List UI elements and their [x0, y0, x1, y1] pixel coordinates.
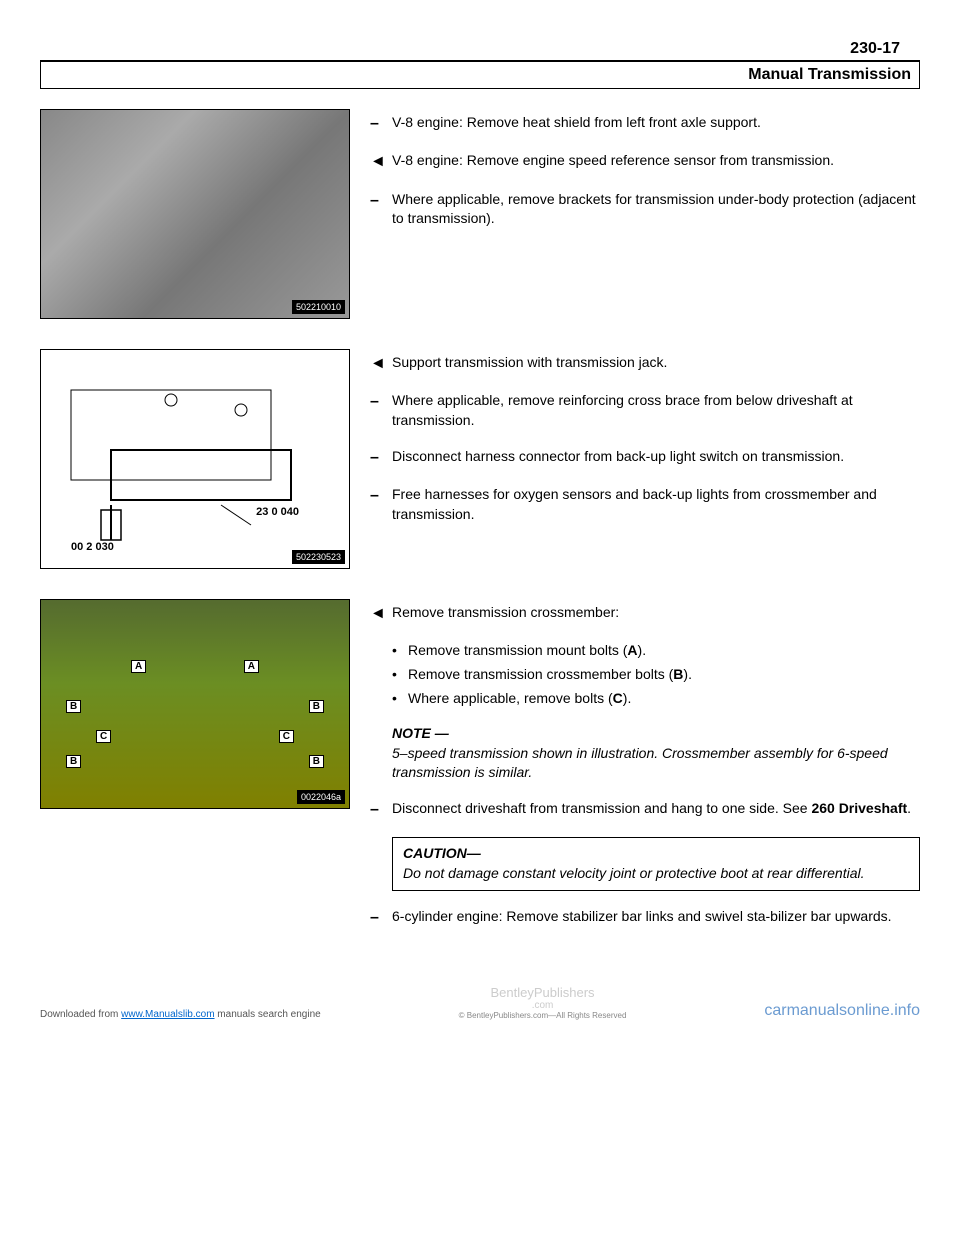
- caution-title: CAUTION—: [403, 844, 909, 864]
- dash-marker: –: [370, 485, 392, 524]
- footer-right[interactable]: carmanualsonline.info: [764, 1002, 920, 1020]
- bullet-text: Remove transmission mount bolts (A).: [408, 641, 646, 661]
- copyright-text: © BentleyPublishers.com—All Rights Reser…: [321, 1011, 765, 1020]
- step-text: 6-cylinder engine: Remove stabilizer bar…: [392, 907, 920, 929]
- caution-box: CAUTION— Do not damage constant velocity…: [392, 837, 920, 890]
- bullet-dot: •: [392, 665, 408, 685]
- transmission-jack-svg: [41, 350, 351, 570]
- dash-marker: –: [370, 907, 392, 929]
- content-row-2: 23 0 040 00 2 030 502230523 ◄ Support tr…: [40, 349, 920, 569]
- page-footer: Downloaded from www.Manualslib.com manua…: [40, 985, 920, 1020]
- bold-text: B: [673, 666, 683, 682]
- note-title: NOTE —: [392, 724, 920, 744]
- text: ).: [638, 642, 647, 658]
- marker-a: A: [244, 660, 259, 673]
- bullet-item: • Remove transmission crossmember bolts …: [392, 665, 920, 685]
- step: – Disconnect harness connector from back…: [370, 447, 920, 469]
- marker-b: B: [66, 755, 81, 768]
- section-title: Manual Transmission: [748, 66, 911, 83]
- step: – Where applicable, remove brackets for …: [370, 190, 920, 229]
- arrow-marker: ◄: [370, 603, 392, 625]
- step: ◄ Support transmission with transmission…: [370, 353, 920, 375]
- publisher-domain: .com: [321, 1000, 765, 1011]
- dash-marker: –: [370, 391, 392, 430]
- step-text: Disconnect driveshaft from transmission …: [392, 799, 920, 821]
- bold-text: A: [627, 642, 637, 658]
- step-text: V-8 engine: Remove engine speed referenc…: [392, 151, 920, 173]
- content-row-3: A A B B C C B B 0022046a ◄ Remove transm…: [40, 599, 920, 945]
- marker-a: A: [131, 660, 146, 673]
- text-column-1: – V-8 engine: Remove heat shield from le…: [370, 109, 920, 319]
- figure-label: 00 2 030: [71, 541, 114, 553]
- step: ◄ Remove transmission crossmember:: [370, 603, 920, 625]
- step: – V-8 engine: Remove heat shield from le…: [370, 113, 920, 135]
- step: – Where applicable, remove reinforcing c…: [370, 391, 920, 430]
- bullet-dot: •: [392, 641, 408, 661]
- note-block: NOTE — 5–speed transmission shown in ill…: [392, 724, 920, 783]
- bullet-item: • Remove transmission mount bolts (A).: [392, 641, 920, 661]
- caution-body: Do not damage constant velocity joint or…: [403, 864, 909, 884]
- text: Downloaded from: [40, 1009, 121, 1020]
- step-text: Free harnesses for oxygen sensors and ba…: [392, 485, 920, 524]
- step-text: Support transmission with transmission j…: [392, 353, 920, 375]
- step: ◄ V-8 engine: Remove engine speed refere…: [370, 151, 920, 173]
- figure-badge: 502230523: [292, 550, 345, 564]
- note-body: 5–speed transmission shown in illustrati…: [392, 744, 920, 783]
- marker-c: C: [279, 730, 294, 743]
- figure-photo-2: A A B B C C B B 0022046a: [40, 599, 350, 809]
- step-text: Remove transmission crossmember:: [392, 603, 920, 625]
- figure-diagram-1: 23 0 040 00 2 030 502230523: [40, 349, 350, 569]
- dash-marker: –: [370, 447, 392, 469]
- bullet-text: Where applicable, remove bolts (C).: [408, 689, 631, 709]
- marker-b: B: [309, 755, 324, 768]
- figure-badge: 502210010: [292, 300, 345, 314]
- publisher-name: BentleyPublishers: [321, 985, 765, 1000]
- figure-label: 23 0 040: [256, 506, 299, 518]
- text: Disconnect driveshaft from transmission …: [392, 800, 811, 816]
- text: Where applicable, remove bolts (: [408, 690, 613, 706]
- footer-center: BentleyPublishers .com © BentleyPublishe…: [321, 985, 765, 1020]
- text-column-2: ◄ Support transmission with transmission…: [370, 349, 920, 569]
- section-title-box: Manual Transmission: [40, 61, 920, 89]
- text: ).: [623, 690, 632, 706]
- step-text: Where applicable, remove reinforcing cro…: [392, 391, 920, 430]
- dash-marker: –: [370, 190, 392, 229]
- step-text: Disconnect harness connector from back-u…: [392, 447, 920, 469]
- step: – Free harnesses for oxygen sensors and …: [370, 485, 920, 524]
- footer-left: Downloaded from www.Manualslib.com manua…: [40, 1009, 321, 1020]
- text: .: [907, 800, 911, 816]
- step-text: V-8 engine: Remove heat shield from left…: [392, 113, 920, 135]
- footer-link[interactable]: www.Manualslib.com: [121, 1009, 214, 1020]
- figure-photo-1: 502210010: [40, 109, 350, 319]
- bullet-dot: •: [392, 689, 408, 709]
- text: Remove transmission crossmember bolts (: [408, 666, 673, 682]
- bold-text: C: [613, 690, 623, 706]
- arrow-marker: ◄: [370, 353, 392, 375]
- text: Remove transmission mount bolts (: [408, 642, 627, 658]
- text: ).: [683, 666, 692, 682]
- content-row-1: 502210010 – V-8 engine: Remove heat shie…: [40, 109, 920, 319]
- step-text: Where applicable, remove brackets for tr…: [392, 190, 920, 229]
- dash-marker: –: [370, 113, 392, 135]
- marker-b: B: [66, 700, 81, 713]
- text: manuals search engine: [215, 1009, 321, 1020]
- step: – Disconnect driveshaft from transmissio…: [370, 799, 920, 821]
- bold-text: 260 Driveshaft: [811, 800, 907, 816]
- marker-b: B: [309, 700, 324, 713]
- bullet-item: • Where applicable, remove bolts (C).: [392, 689, 920, 709]
- bullet-text: Remove transmission crossmember bolts (B…: [408, 665, 692, 685]
- page-number: 230-17: [40, 40, 920, 58]
- figure-badge: 0022046a: [297, 790, 345, 804]
- arrow-marker: ◄: [370, 151, 392, 173]
- text-column-3: ◄ Remove transmission crossmember: • Rem…: [370, 599, 920, 945]
- bullet-list: • Remove transmission mount bolts (A). •…: [392, 641, 920, 708]
- dash-marker: –: [370, 799, 392, 821]
- marker-c: C: [96, 730, 111, 743]
- step: – 6-cylinder engine: Remove stabilizer b…: [370, 907, 920, 929]
